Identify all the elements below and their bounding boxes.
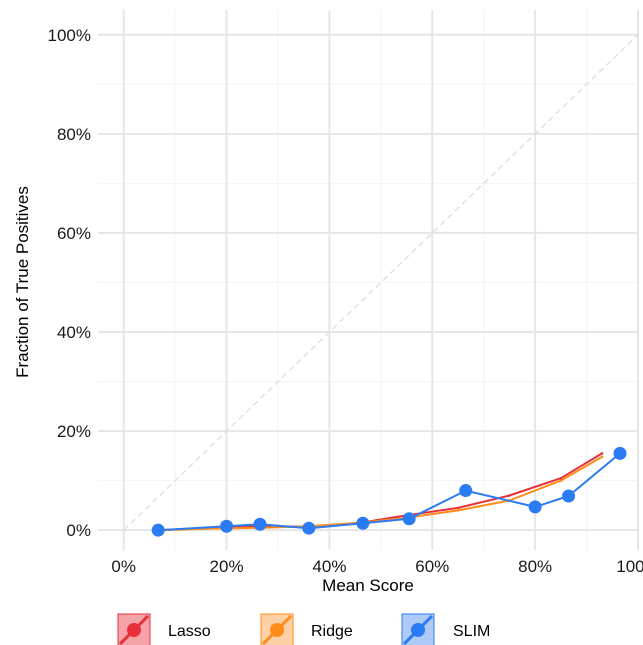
x-axis-ticks: 0% 20% 40% 60% 80% 100% (111, 557, 643, 576)
data-point-lasso (600, 452, 604, 455)
y-tick-label: 60% (57, 224, 91, 243)
legend-label-lasso: Lasso (168, 623, 211, 640)
y-axis-title: Fraction of True Positives (13, 186, 32, 378)
series-line-lasso (159, 452, 603, 532)
data-point-slim (302, 521, 316, 535)
legend-dot-slim (411, 623, 425, 637)
x-tick-label: 20% (210, 557, 244, 576)
data-point-slim (253, 517, 267, 531)
y-tick-label: 40% (57, 323, 91, 342)
reference-diagonal (123, 34, 639, 531)
x-axis-title: Mean Score (322, 576, 414, 595)
data-point-slim (402, 512, 416, 526)
data-point-slim (459, 484, 473, 498)
data-point-lasso (456, 506, 460, 510)
legend-label-ridge: Ridge (311, 623, 353, 640)
series-layer (151, 446, 627, 537)
data-point-slim (356, 516, 370, 530)
y-tick-label: 80% (57, 125, 91, 144)
data-point-slim (528, 500, 542, 514)
x-tick-label: 60% (415, 557, 449, 576)
series-line-slim (158, 452, 621, 532)
y-axis-ticks: 0% 20% 40% 60% 80% 100% (48, 26, 91, 540)
data-point-ridge (456, 509, 460, 512)
x-tick-label: 80% (518, 557, 552, 576)
legend-label-slim: SLIM (453, 623, 490, 640)
data-point-ridge (600, 455, 604, 459)
data-point-lasso (559, 476, 563, 480)
data-point-ridge (559, 479, 563, 482)
data-point-slim (151, 523, 165, 537)
y-tick-label: 20% (57, 422, 91, 441)
data-point-slim (562, 489, 576, 503)
grid-lines (98, 10, 639, 550)
data-point-lasso (508, 494, 511, 497)
legend-dot-ridge (270, 623, 284, 637)
y-tick-label: 100% (48, 26, 91, 45)
x-tick-label: 100% (616, 557, 643, 576)
y-tick-label: 0% (66, 521, 91, 540)
x-tick-label: 40% (312, 557, 346, 576)
legend: Lasso Ridge SLIM (117, 613, 490, 645)
data-point-slim (220, 519, 234, 533)
data-point-slim (613, 446, 627, 460)
legend-dot-lasso (127, 623, 141, 637)
x-tick-label: 0% (111, 557, 136, 576)
